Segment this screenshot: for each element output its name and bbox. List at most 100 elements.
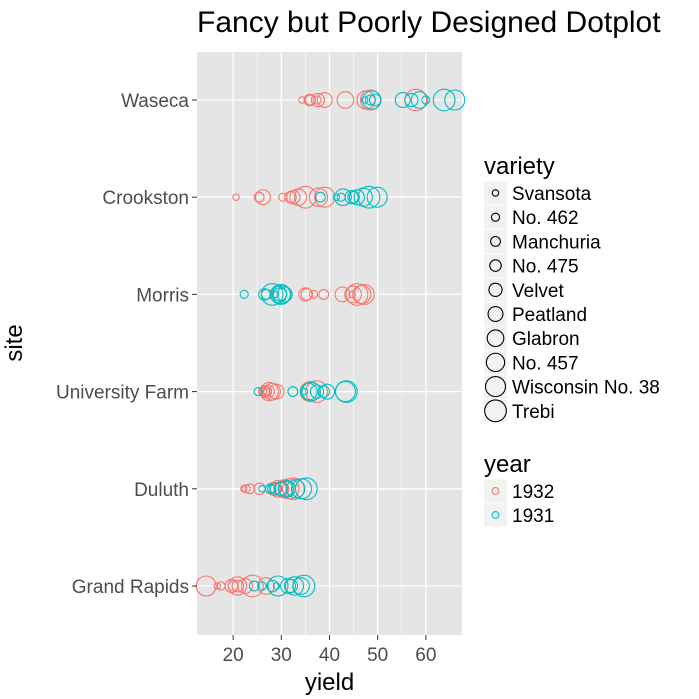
data-point xyxy=(287,386,299,398)
data-point xyxy=(334,286,351,303)
data-point xyxy=(276,286,293,303)
data-point xyxy=(253,387,263,397)
legend-size-key xyxy=(490,235,501,247)
data-point xyxy=(366,186,388,208)
data-point xyxy=(301,381,321,402)
data-point xyxy=(344,285,362,304)
legend-size-key xyxy=(487,305,504,322)
data-point xyxy=(264,483,276,495)
data-point xyxy=(277,480,294,497)
legend-variety-label: Wisconsin No. 38 xyxy=(512,378,660,399)
data-point xyxy=(269,482,283,496)
data-point xyxy=(309,289,319,300)
data-point xyxy=(284,576,305,596)
x-axis-title: yield xyxy=(305,669,354,696)
x-tick-label: 50 xyxy=(367,645,388,666)
data-point xyxy=(305,380,328,404)
y-axis-ticks: Waseca Crookston Morris University Farm Dulu… xyxy=(56,91,197,598)
y-tick-label: Morris xyxy=(136,285,189,306)
legend-key-bg xyxy=(484,181,507,205)
data-point xyxy=(294,185,317,209)
data-point xyxy=(298,287,313,302)
x-tick-label: 20 xyxy=(223,645,244,666)
x-axis-ticks: 20 30 40 50 60 xyxy=(223,635,436,666)
data-point xyxy=(267,575,289,597)
y-tick-label: Crookston xyxy=(102,188,189,209)
data-point xyxy=(332,193,340,201)
legend-year-label: 1931 xyxy=(512,506,554,527)
y-tick-label: Grand Rapids xyxy=(72,577,189,598)
legend-key-bg xyxy=(484,350,507,374)
data-point xyxy=(300,387,309,396)
data-point xyxy=(318,288,330,300)
legend-size-key xyxy=(489,259,502,272)
x-tick-label: 60 xyxy=(415,645,436,666)
data-point xyxy=(227,576,248,596)
data-point xyxy=(359,89,382,111)
data-point xyxy=(312,95,322,105)
data-point xyxy=(319,383,336,400)
chart-title: Fancy but Poorly Designed Dotplot xyxy=(197,6,661,39)
data-point xyxy=(232,193,240,201)
legend-variety-entries: Svansota No. 462 Manchuria No. 475 Velvet Pea… xyxy=(484,181,660,423)
data-point xyxy=(404,92,419,108)
data-point xyxy=(260,282,284,306)
data-point xyxy=(280,577,297,594)
data-point xyxy=(241,574,264,598)
legend-key-bg xyxy=(484,375,507,399)
data-point xyxy=(336,91,355,109)
legend-variety-label: Manchuria xyxy=(512,232,601,253)
data-point xyxy=(362,90,382,110)
data-point xyxy=(357,185,381,209)
legend-key-bg xyxy=(484,278,507,302)
data-point xyxy=(360,96,369,104)
data-point xyxy=(347,190,360,204)
data-point xyxy=(314,191,326,203)
data-point xyxy=(281,477,305,501)
data-point xyxy=(348,290,356,299)
data-point xyxy=(213,582,221,590)
legend: variety Svansota No. 462 Manchuria No. 475 V… xyxy=(484,153,660,527)
y-tick-label: University Farm xyxy=(56,383,189,404)
data-point xyxy=(421,95,431,105)
legend-key-bg xyxy=(484,479,507,503)
data-points xyxy=(195,88,466,598)
data-point xyxy=(294,477,318,501)
data-point xyxy=(259,381,279,402)
data-point xyxy=(255,189,272,206)
data-point xyxy=(308,187,329,207)
data-point xyxy=(257,581,267,591)
data-point xyxy=(432,88,456,112)
legend-size-key xyxy=(486,329,505,348)
legend-size-key xyxy=(488,282,503,297)
data-point xyxy=(286,479,306,499)
legend-color-key xyxy=(491,487,500,495)
data-point xyxy=(444,89,466,111)
data-point xyxy=(303,93,317,107)
data-point xyxy=(231,579,245,593)
data-point xyxy=(345,282,369,306)
legend-variety-label: Peatland xyxy=(512,305,587,326)
legend-key-bg xyxy=(484,229,507,253)
data-point xyxy=(394,92,411,109)
legend-year-label: 1932 xyxy=(512,482,554,503)
data-point xyxy=(348,189,365,206)
legend-variety-label: No. 457 xyxy=(512,353,579,374)
y-tick-label: Waseca xyxy=(121,91,189,112)
data-point xyxy=(292,574,316,598)
data-point xyxy=(353,283,375,305)
data-point xyxy=(365,94,376,106)
data-point xyxy=(410,91,429,109)
legend-variety-label: No. 462 xyxy=(512,208,579,229)
data-point xyxy=(273,481,288,496)
data-point xyxy=(334,188,352,207)
data-point xyxy=(241,484,251,494)
data-point xyxy=(248,580,260,592)
x-tick-label: 40 xyxy=(319,645,340,666)
legend-variety-label: Svansota xyxy=(512,184,592,205)
data-point xyxy=(310,92,326,108)
legend-key-bg xyxy=(484,399,507,423)
legend-size-key xyxy=(484,376,507,398)
data-point xyxy=(253,191,265,203)
